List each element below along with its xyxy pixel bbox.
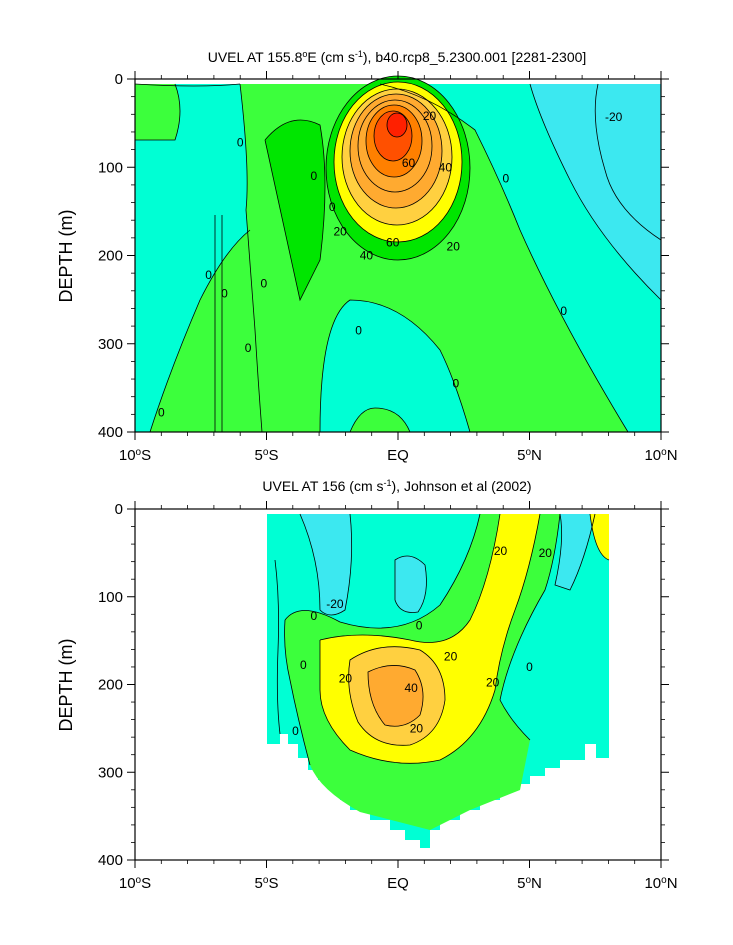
contour-label: 0 [560,304,567,318]
x-tick-labels: 10oS 5oS EQ 5oN 10oN [119,447,678,465]
region-westward-a [300,514,352,615]
contour-label: 0 [310,609,317,623]
panel-observed-title: UVEL AT 156 (cm s-1), Johnson et al (200… [262,478,531,494]
contour-label: 0 [158,406,165,420]
y-tick-labels: 0 100 200 300 400 [98,71,123,441]
x-tick-label: 10oN [644,875,677,893]
region-eastward-west [135,84,180,140]
x-tick-label: 5oS [255,447,279,465]
contour-label: 20 [333,225,347,239]
contour-label: 0 [355,324,362,338]
x-tick-label: 10oS [119,875,151,893]
y-tick-label: 200 [98,248,123,265]
y-tick-label: 100 [98,589,123,606]
x-tick-label: 10oN [644,447,677,465]
contour-label: 0 [329,200,336,214]
region-eastward-mid [265,120,325,300]
panel-model-title: UVEL AT 155.8oE (cm s-1), b40.rcp8_5.230… [208,49,587,65]
contour-label: 0 [300,658,307,672]
region-negative-east-core [595,84,661,240]
x-tick-label: EQ [387,447,409,464]
contour-label: 20 [339,671,353,685]
contour-label: 20 [447,240,461,254]
contour-label: 0 [526,660,533,674]
contour-label: 40 [360,249,374,263]
contour-label: 60 [386,235,400,249]
x-tick-label: 5oN [517,875,542,893]
contour-label: 20 [494,544,508,558]
y-tick-label: 400 [98,424,123,441]
contour-label: 0 [502,172,509,186]
x-tick-labels: 10oS 5oS EQ 5oN 10oN [119,875,678,893]
contour-label: 0 [453,376,460,390]
contour-label: 0 [221,286,228,300]
region-westward-b [395,556,427,613]
contour-label: 0 [261,277,268,291]
x-tick-label: 10oS [119,447,151,465]
contour-label: 0 [292,724,299,738]
contour-lines [274,513,610,766]
contour-label: 0 [310,169,317,183]
y-tick-label: 200 [98,677,123,694]
contour-label: 20 [539,546,553,560]
contour-label: 20 [444,649,458,663]
region-westward-east [555,514,595,590]
y-axis-label: DEPTH (m) [56,639,76,732]
axis-ticks [127,71,669,440]
region-eastward-southwest [150,230,262,432]
contour-label: 0 [245,341,252,355]
region-eastward-deep [350,408,410,432]
contour-fill-80 [387,113,407,137]
x-tick-label: 5oS [255,875,279,893]
panel-observed: UVEL AT 156 (cm s-1), Johnson et al (200… [56,478,678,892]
y-tick-label: 400 [98,852,123,869]
contour-label: -20 [605,110,623,124]
y-tick-label: 300 [98,764,123,781]
y-axis-label: DEPTH (m) [56,210,76,303]
contour-label: 20 [410,721,424,735]
y-tick-labels: 0 100 200 300 400 [98,501,123,869]
axis-ticks [127,501,669,868]
y-tick-label: 0 [115,501,123,518]
y-tick-label: 300 [98,336,123,353]
contour-label: 60 [402,156,416,170]
contour-labels: 20 20 -20 0 0 20 0 0 20 40 20 20 0 [292,544,552,738]
contour-label: 0 [205,268,212,282]
panel-observed-contour-field: 20 20 -20 0 0 20 0 0 20 40 20 20 0 [267,513,610,848]
contour-label: 20 [423,109,437,123]
contour-label: 40 [439,160,453,174]
contour-label: 0 [237,136,244,150]
panel-model: UVEL AT 155.8oE (cm s-1), b40.rcp8_5.230… [56,49,678,464]
contour-label: 0 [416,619,423,633]
x-tick-label: 5oN [517,447,542,465]
contour-label: 40 [404,681,418,695]
contour-lines [134,75,662,433]
region-20-30-east [590,514,609,560]
region-40-plus [368,665,424,727]
y-tick-label: 0 [115,71,123,88]
y-tick-label: 100 [98,159,123,176]
contour-label: 20 [486,676,500,690]
contour-label: -20 [326,597,344,611]
x-tick-label: EQ [387,875,409,892]
